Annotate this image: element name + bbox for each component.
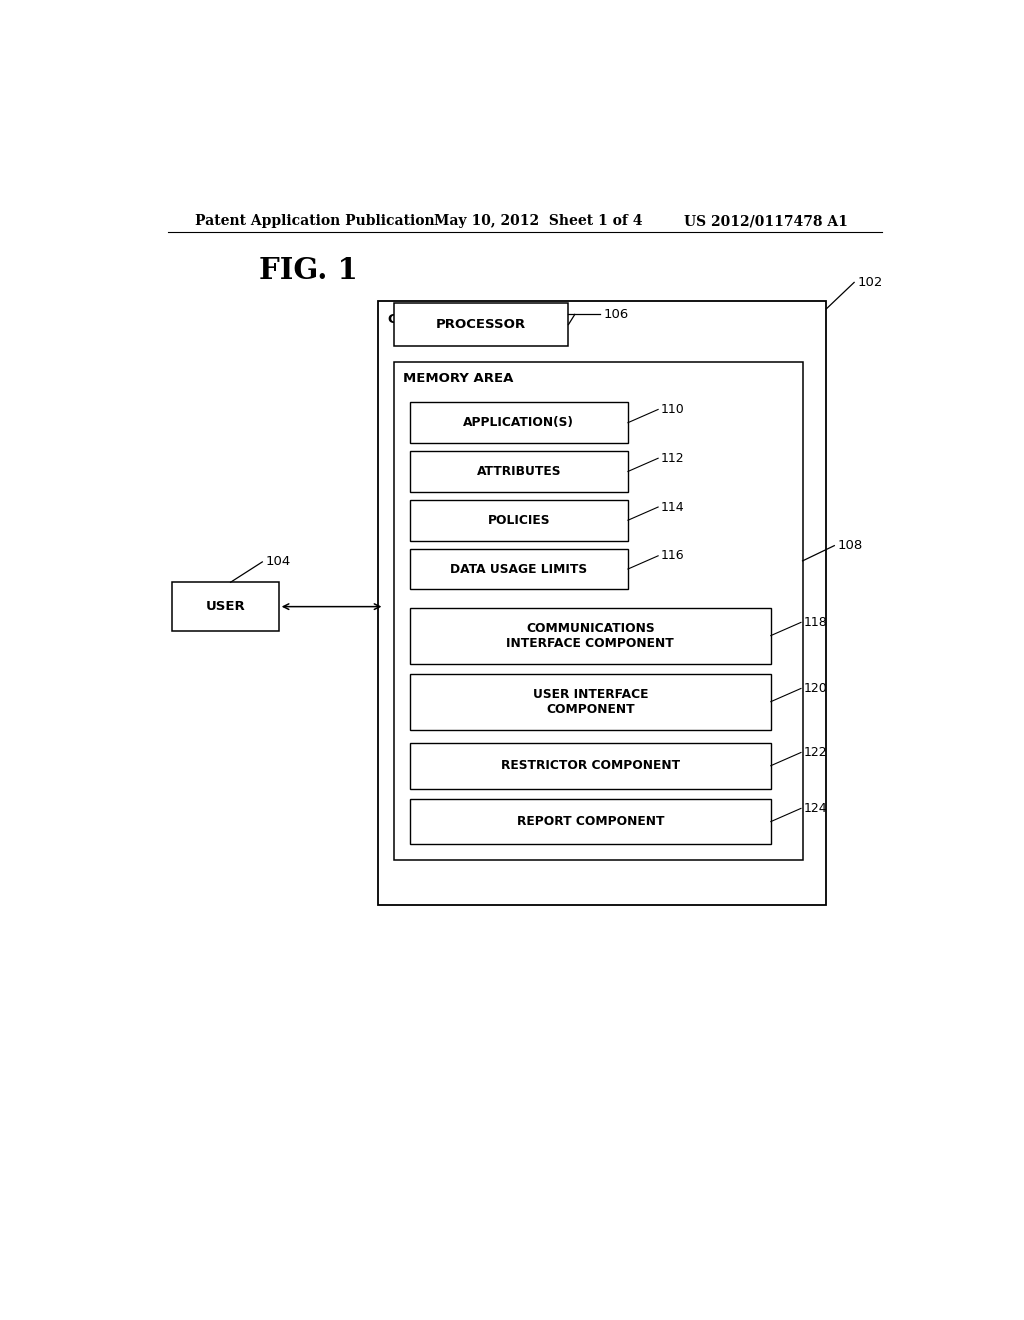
Text: APPLICATION(S): APPLICATION(S) [464,416,574,429]
Text: 124: 124 [804,801,827,814]
Text: 114: 114 [660,500,684,513]
Text: May 10, 2012  Sheet 1 of 4: May 10, 2012 Sheet 1 of 4 [433,214,642,228]
Text: 104: 104 [265,556,291,569]
Text: COMMUNICATIONS
INTERFACE COMPONENT: COMMUNICATIONS INTERFACE COMPONENT [507,622,674,649]
Bar [410,403,628,444]
Text: 112: 112 [660,451,684,465]
Text: COMPUTING DEVICE: COMPUTING DEVICE [387,313,537,326]
Text: 108: 108 [838,539,863,552]
Bar [394,362,803,859]
Bar [410,451,628,492]
Text: 102: 102 [857,276,883,289]
Bar [410,500,628,541]
Text: POLICIES: POLICIES [487,513,550,527]
Bar [410,799,771,845]
Text: MEMORY AREA: MEMORY AREA [403,372,514,385]
Text: 118: 118 [804,616,827,628]
Text: FIG. 1: FIG. 1 [259,256,357,285]
Bar [394,302,568,346]
Text: USER: USER [206,601,245,612]
Text: USER INTERFACE
COMPONENT: USER INTERFACE COMPONENT [532,688,648,715]
Bar [410,607,771,664]
Text: 110: 110 [660,403,684,416]
Text: PROCESSOR: PROCESSOR [436,318,526,331]
Text: 106: 106 [603,308,629,321]
Text: 122: 122 [804,746,827,759]
Text: 116: 116 [660,549,684,562]
Text: REPORT COMPONENT: REPORT COMPONENT [516,816,664,828]
Text: DATA USAGE LIMITS: DATA USAGE LIMITS [451,562,588,576]
Bar [410,673,771,730]
Text: ATTRIBUTES: ATTRIBUTES [476,465,561,478]
Bar [410,743,771,788]
Bar [172,582,279,631]
Text: Patent Application Publication: Patent Application Publication [196,214,435,228]
Text: 120: 120 [804,682,827,694]
Text: US 2012/0117478 A1: US 2012/0117478 A1 [684,214,848,228]
Bar [410,549,628,589]
Bar [378,301,826,906]
Text: RESTRICTOR COMPONENT: RESTRICTOR COMPONENT [501,759,680,772]
